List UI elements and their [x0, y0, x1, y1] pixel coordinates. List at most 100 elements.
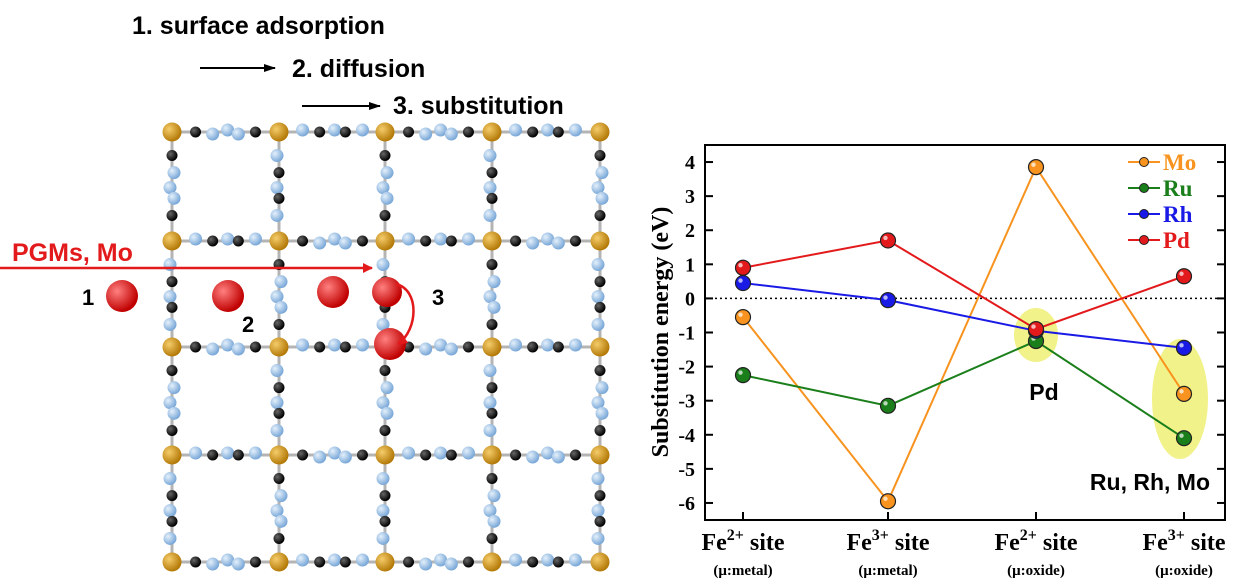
fe-atom — [590, 122, 610, 142]
o-atom — [376, 317, 390, 331]
series-pd — [734, 232, 1193, 338]
o-atom — [355, 123, 369, 137]
substitution-energy-chart: 4 3 2 1 0 -1 -2 -3 -4 -5 -6 Fe2+ site (μ:metal) Fe3+… — [648, 144, 1226, 579]
y-tick-label: -3 — [678, 391, 695, 413]
data-point-shine — [738, 370, 743, 375]
o-atom — [483, 396, 497, 410]
black-atom — [569, 235, 581, 247]
black-atom — [297, 235, 309, 247]
x-category-sublabel: (μ:metal) — [858, 563, 917, 579]
fe-atom — [162, 552, 182, 572]
data-point — [879, 397, 897, 414]
o-atom — [221, 553, 235, 567]
black-atom — [510, 235, 522, 247]
o-atom — [248, 232, 262, 246]
series-line — [742, 339, 1185, 440]
data-point-shine — [1031, 324, 1036, 329]
o-atom — [355, 553, 369, 567]
black-atom — [462, 341, 474, 353]
y-tick-label: 4 — [685, 152, 695, 174]
o-atom — [355, 338, 369, 352]
black-atom — [314, 556, 326, 568]
o-atom — [189, 446, 203, 460]
data-point — [879, 493, 897, 510]
legend-label: Rh — [1163, 202, 1193, 227]
o-atom — [189, 232, 203, 246]
o-atom — [380, 166, 394, 180]
black-atom — [379, 150, 391, 162]
black-atom — [356, 235, 368, 247]
black-atom — [462, 556, 474, 568]
legend-marker — [1139, 157, 1149, 167]
data-point — [1027, 320, 1045, 338]
black-atom — [486, 473, 498, 485]
data-point — [1175, 339, 1193, 356]
o-atom — [167, 166, 181, 180]
o-atom — [591, 531, 605, 545]
black-atom — [403, 556, 415, 568]
o-atom — [274, 514, 288, 528]
black-atom — [379, 490, 391, 502]
o-atom — [313, 236, 327, 250]
substitution-arrow — [395, 282, 415, 346]
pgm-atom-diffusing-a — [212, 280, 244, 312]
fe-oxide-lattice — [162, 122, 610, 572]
o-atom — [487, 514, 501, 528]
annotation-ru-rh-mo: Ru, Rh, Mo — [1090, 469, 1210, 495]
o-atom — [221, 232, 235, 246]
legend-item: Mo — [1128, 150, 1196, 175]
pgm-atom-diffusing-b — [317, 276, 349, 308]
black-atom — [594, 490, 606, 502]
data-point-shine — [883, 235, 888, 241]
data-point-shine — [1179, 433, 1184, 438]
o-atom — [206, 342, 220, 356]
o-atom — [270, 364, 284, 378]
o-atom — [591, 504, 605, 518]
black-atom — [166, 424, 178, 436]
o-atom — [206, 127, 220, 141]
data-point-shine — [1179, 271, 1184, 276]
o-atom — [167, 381, 181, 395]
data-point — [734, 274, 752, 292]
o-atom — [487, 489, 501, 503]
legend-label: Ru — [1163, 176, 1193, 201]
data-point — [734, 309, 752, 326]
black-atom — [510, 449, 522, 461]
o-atom — [270, 396, 284, 410]
annotation-pd: Pd — [1029, 379, 1058, 405]
o-atom — [296, 338, 310, 352]
pgm-atom-adsorbed — [106, 280, 138, 312]
legend-item: Rh — [1128, 202, 1193, 227]
o-atom — [461, 232, 475, 246]
black-atom — [486, 167, 498, 179]
o-atom — [221, 446, 235, 460]
o-atom — [568, 553, 582, 567]
o-atom — [231, 127, 245, 141]
o-atom — [163, 290, 177, 304]
o-atom — [487, 275, 501, 289]
o-atom — [483, 290, 497, 304]
o-atom — [483, 208, 497, 222]
x-category-sublabel: (μ:metal) — [713, 563, 772, 579]
o-atom — [338, 236, 352, 250]
data-point — [879, 232, 897, 249]
o-atom — [328, 123, 342, 137]
y-axis-ticks: 4 3 2 1 0 -1 -2 -3 -4 -5 -6 — [678, 152, 1225, 515]
legend-label: Pd — [1163, 228, 1190, 253]
position-label-2: 2 — [242, 312, 254, 337]
o-atom — [526, 236, 540, 250]
fe-atom — [375, 231, 395, 251]
o-atom — [274, 300, 288, 314]
o-atom — [595, 381, 609, 395]
o-atom — [328, 232, 342, 246]
o-atom — [167, 406, 181, 420]
series-line — [742, 282, 1185, 349]
o-atom — [434, 446, 448, 460]
o-atom — [444, 557, 458, 571]
o-atom — [509, 553, 523, 567]
o-atom — [595, 166, 609, 180]
fe-atom — [162, 337, 182, 357]
fe-atom — [162, 445, 182, 465]
y-axis-label: Substitution energy (eV) — [648, 207, 674, 458]
data-point-shine — [738, 312, 743, 317]
